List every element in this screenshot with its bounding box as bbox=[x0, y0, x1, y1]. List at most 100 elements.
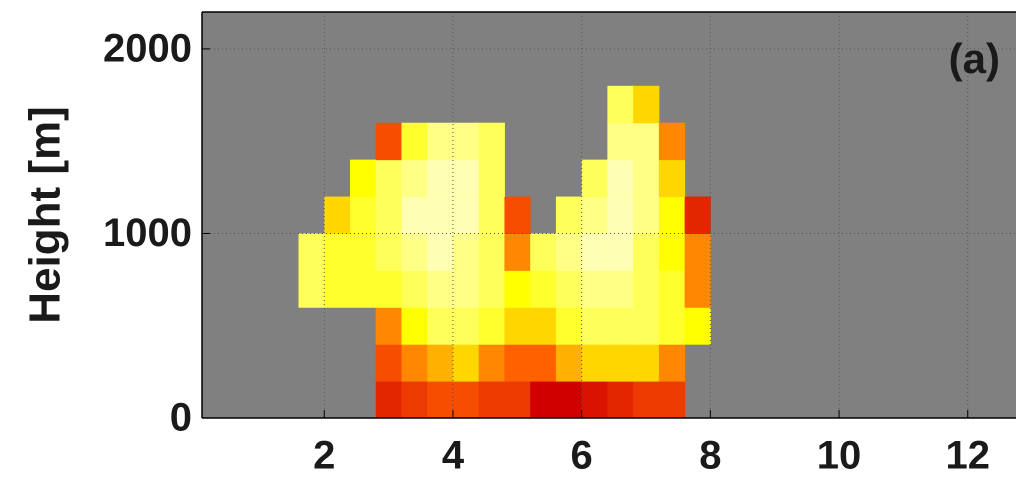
heatmap-cell bbox=[478, 270, 505, 308]
heatmap-cell bbox=[633, 307, 660, 345]
heatmap-cell bbox=[658, 233, 686, 271]
heatmap-cell bbox=[427, 196, 454, 234]
heatmap-cell bbox=[555, 196, 583, 234]
heatmap-cell bbox=[504, 307, 531, 345]
heatmap-cell bbox=[581, 381, 608, 419]
heatmap-cell bbox=[658, 381, 686, 419]
heatmap-cell bbox=[401, 307, 428, 345]
heatmap-cell bbox=[684, 307, 711, 345]
heatmap-cell bbox=[298, 270, 325, 308]
heatmap-cell bbox=[350, 196, 377, 234]
heatmap-cell bbox=[401, 270, 428, 308]
heatmap-cell bbox=[427, 233, 454, 271]
heatmap-cell bbox=[452, 122, 480, 161]
y-tick-label: 1000 bbox=[103, 211, 192, 255]
heatmap-cell bbox=[504, 344, 531, 382]
x-tick-label: 8 bbox=[699, 434, 721, 478]
heatmap-cell bbox=[633, 381, 660, 419]
heatmap-cell bbox=[401, 381, 428, 419]
heatmap-cell bbox=[452, 159, 480, 198]
heatmap-cell bbox=[375, 307, 402, 345]
heatmap-cell bbox=[375, 381, 402, 419]
heatmap-cell bbox=[427, 159, 454, 198]
heatmap-cell bbox=[607, 344, 634, 382]
heatmap-cell bbox=[607, 233, 634, 271]
heatmap-cell bbox=[581, 307, 608, 345]
heatmap-cell bbox=[504, 381, 531, 419]
heatmap-cell bbox=[607, 381, 634, 419]
heatmap-cell bbox=[607, 270, 634, 308]
heatmap-cell bbox=[478, 122, 505, 161]
heatmap-cell bbox=[452, 233, 480, 271]
heatmap-cell bbox=[581, 270, 608, 308]
heatmap-cell bbox=[633, 122, 660, 161]
heatmap-cell bbox=[375, 196, 402, 234]
heatmap-cell bbox=[478, 344, 505, 382]
heatmap-cell bbox=[350, 233, 377, 271]
heatmap-cell bbox=[658, 122, 686, 161]
heatmap-cell bbox=[375, 344, 402, 382]
heatmap-cell bbox=[504, 270, 531, 308]
heatmap-cell bbox=[633, 159, 660, 198]
heatmap-cell bbox=[633, 196, 660, 234]
heatmap-cell bbox=[607, 159, 634, 198]
heatmap-cell bbox=[452, 270, 480, 308]
heatmap-cell bbox=[633, 85, 660, 124]
heatmap-cell bbox=[478, 233, 505, 271]
heatmap-cell bbox=[684, 233, 711, 271]
heatmap-cell bbox=[375, 122, 402, 161]
heatmap-cell bbox=[530, 344, 557, 382]
heatmap-cell bbox=[633, 344, 660, 382]
heatmap-cell bbox=[658, 307, 686, 345]
heatmap-cell bbox=[684, 270, 711, 308]
heatmap-cell bbox=[658, 159, 686, 198]
heatmap-cell bbox=[401, 159, 428, 198]
heatmap-cell bbox=[452, 381, 480, 419]
heatmap-cell bbox=[427, 270, 454, 308]
heatmap-cell bbox=[427, 344, 454, 382]
x-tick-label: 2 bbox=[313, 434, 335, 478]
x-tick-label: 4 bbox=[442, 434, 465, 478]
heatmap-cell bbox=[530, 233, 557, 271]
heatmap-cell bbox=[530, 307, 557, 345]
heatmap-cell bbox=[478, 381, 505, 419]
y-tick-label: 0 bbox=[170, 396, 192, 440]
heatmap-cell bbox=[555, 344, 583, 382]
heatmap-cell bbox=[427, 307, 454, 345]
x-tick-label: 6 bbox=[571, 434, 593, 478]
heatmap-cell bbox=[478, 307, 505, 345]
heatmap-cell bbox=[581, 233, 608, 271]
heatmap-cell bbox=[658, 196, 686, 234]
heatmap-cell bbox=[607, 307, 634, 345]
heatmap-cell bbox=[401, 344, 428, 382]
heatmap-cell bbox=[555, 270, 583, 308]
heatmap-cell bbox=[324, 270, 351, 308]
heatmap-cell bbox=[607, 122, 634, 161]
heatmap-cell bbox=[324, 196, 351, 234]
heatmap bbox=[298, 85, 711, 419]
heatmap-cell bbox=[401, 122, 428, 161]
heatmap-cell bbox=[401, 233, 428, 271]
heatmap-cell bbox=[478, 196, 505, 234]
heatmap-cell bbox=[504, 196, 531, 234]
heatmap-cell bbox=[504, 233, 531, 271]
heatmap-cell bbox=[452, 344, 480, 382]
heatmap-cell bbox=[324, 233, 351, 271]
heatmap-cell bbox=[375, 233, 402, 271]
heatmap-cell bbox=[298, 233, 325, 271]
heatmap-cell bbox=[633, 233, 660, 271]
heatmap-cell bbox=[452, 307, 480, 345]
heatmap-cell bbox=[452, 196, 480, 234]
heatmap-cell bbox=[684, 196, 711, 234]
heatmap-cell bbox=[530, 381, 557, 419]
heatmap-cell bbox=[375, 270, 402, 308]
heatmap-cell bbox=[658, 270, 686, 308]
heatmap-cell bbox=[607, 85, 634, 124]
heatmap-cell bbox=[633, 270, 660, 308]
heatmap-cell bbox=[375, 159, 402, 198]
heatmap-cell bbox=[658, 344, 686, 382]
heatmap-cell bbox=[478, 159, 505, 198]
panel-label: (a) bbox=[949, 35, 1000, 82]
x-tick-label: 10 bbox=[817, 434, 862, 478]
